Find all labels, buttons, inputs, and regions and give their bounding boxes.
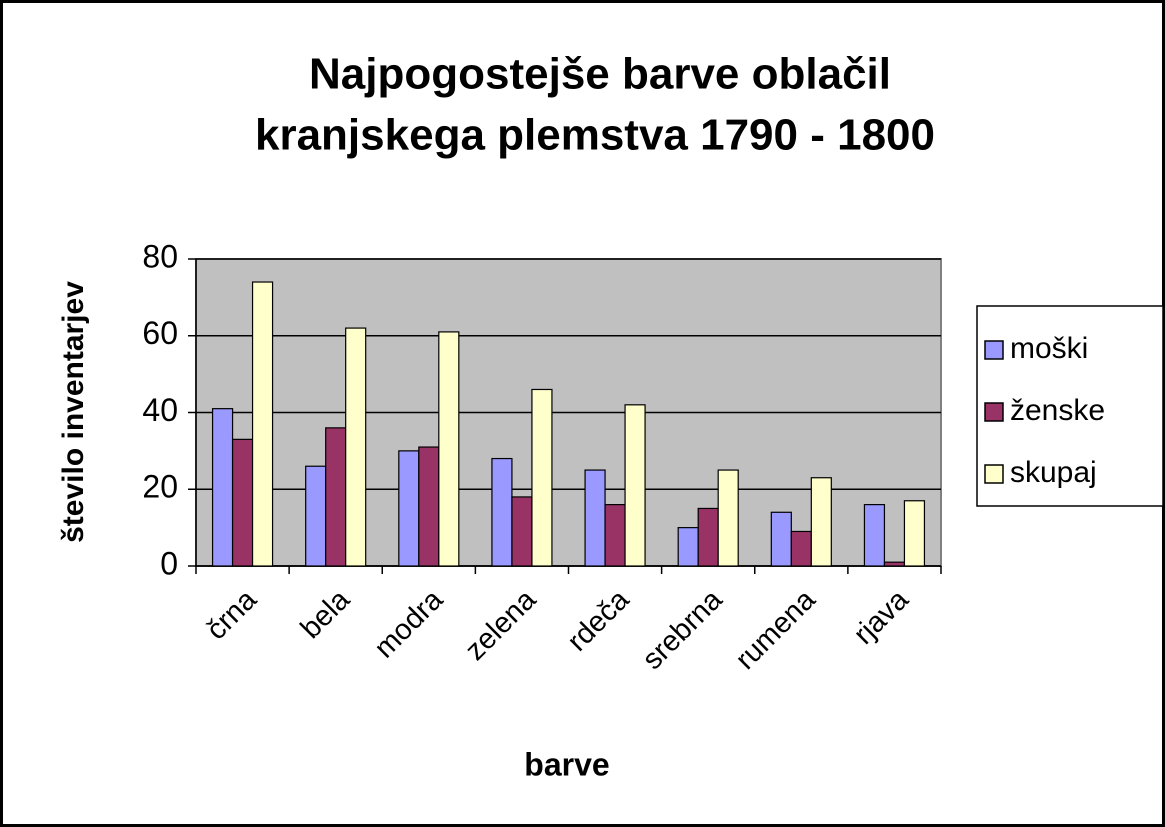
legend-swatch [984,464,1004,484]
bar [418,446,440,567]
bar [251,281,274,567]
bar [810,477,832,567]
bar [790,530,812,567]
x-axis-label: barve [524,746,609,782]
bar [624,404,646,567]
bar [491,457,513,567]
bar [677,527,699,567]
bar [903,500,926,567]
y-axis-label: število inventarjev [57,281,90,543]
y-tick-label: 20 [142,469,178,505]
bar [863,504,886,567]
y-tick-label: 0 [160,545,178,581]
bar [531,388,553,567]
legend-swatch [984,402,1004,422]
legend-box [976,305,1164,507]
legend-label: moški [1010,332,1088,365]
legend-label: skupaj [1010,456,1097,489]
bar [305,465,327,567]
chart-title: kranjskega plemstva 1790 - 1800 [255,111,935,160]
bar [211,408,234,567]
bar [883,561,906,567]
bar [438,331,460,567]
bar [345,327,367,567]
bar [231,438,254,567]
bar [697,507,719,567]
y-tick-label: 60 [142,315,178,351]
bar [717,469,739,567]
legend-label: ženske [1010,394,1105,427]
bar [584,469,606,567]
bar [770,511,792,567]
bar [398,450,420,567]
y-tick-label: 80 [142,238,178,274]
bar [325,427,347,567]
legend-swatch [984,340,1004,360]
bar [511,496,533,567]
chart-title: Najpogostejše barve oblačil [309,50,891,99]
y-tick-label: 40 [142,392,178,428]
bar [604,504,626,567]
